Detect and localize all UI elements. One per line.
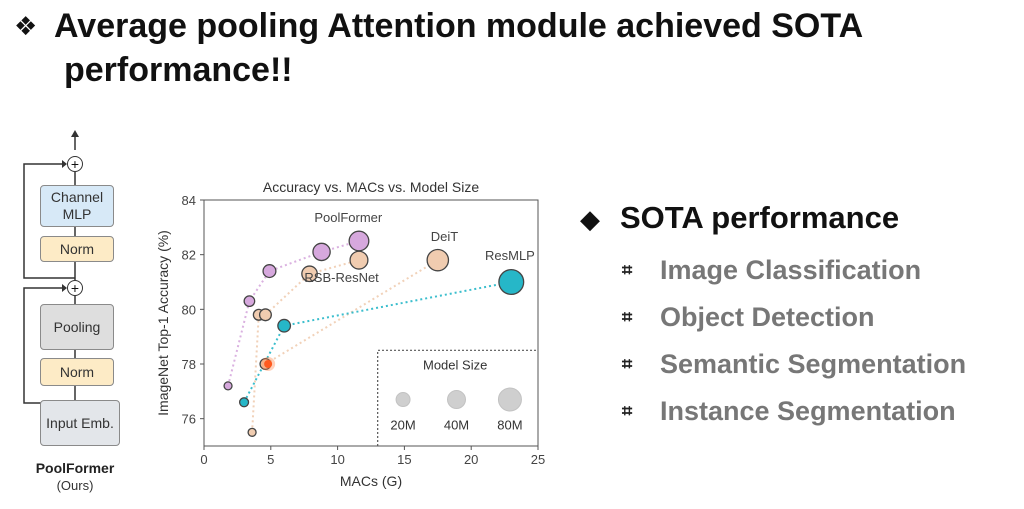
x-tick-label: 25 bbox=[531, 452, 545, 467]
arrow-up-icon bbox=[71, 130, 79, 137]
hash-bullet-icon: ⌗ bbox=[622, 354, 633, 374]
add-icon: + bbox=[67, 280, 83, 296]
title-line-2: performance!! bbox=[64, 51, 293, 89]
slide-title: ❖ Average pooling Attention module achiev… bbox=[14, 4, 1014, 92]
data-point bbox=[238, 397, 250, 408]
data-point bbox=[498, 268, 525, 296]
legend-size-marker bbox=[395, 392, 411, 408]
series-label: ResMLP bbox=[485, 248, 535, 263]
plot-frame bbox=[203, 199, 539, 447]
x-tick-label: 20 bbox=[464, 452, 478, 467]
add-icon: + bbox=[67, 156, 83, 172]
title-line-1: Average pooling Attention module achieve… bbox=[54, 7, 864, 45]
y-tick-label: 84 bbox=[182, 193, 196, 208]
hash-bullet-icon: ⌗ bbox=[622, 401, 633, 421]
data-point bbox=[247, 427, 257, 437]
data-point bbox=[243, 295, 256, 308]
y-axis-label: ImageNet Top-1 Accuracy (%) bbox=[155, 230, 171, 416]
highlight-point bbox=[264, 360, 273, 368]
series-label: RSB-ResNet bbox=[304, 270, 379, 285]
hash-bullet-icon: ⌗ bbox=[622, 260, 633, 280]
legend-size-label: 20M bbox=[390, 418, 415, 433]
data-point bbox=[258, 308, 272, 322]
data-point bbox=[277, 318, 292, 333]
architecture-name: PoolFormer bbox=[35, 460, 115, 476]
legend-size-label: 40M bbox=[444, 418, 469, 433]
data-point bbox=[223, 381, 233, 391]
norm-block-lower: Norm bbox=[40, 358, 114, 386]
data-point bbox=[426, 248, 450, 272]
poolformer-architecture-diagram: + Channel MLP Norm + Pooling Norm Input … bbox=[0, 128, 150, 504]
x-tick-label: 10 bbox=[330, 452, 344, 467]
x-tick-label: 0 bbox=[200, 452, 207, 467]
task-list: ⌗ Image Classification ⌗ Object Detection … bbox=[580, 247, 1020, 435]
y-tick-label: 76 bbox=[182, 412, 196, 427]
y-tick-label: 82 bbox=[182, 248, 196, 263]
hash-bullet-icon: ⌗ bbox=[622, 307, 633, 327]
sota-heading: ◆ SOTA performance bbox=[580, 194, 1020, 243]
list-item: ⌗ Instance Segmentation bbox=[622, 388, 1020, 435]
x-tick-label: 5 bbox=[267, 452, 274, 467]
series-label: PoolFormer bbox=[314, 210, 383, 225]
x-axis-label: MACs (G) bbox=[340, 473, 402, 489]
legend-size-marker bbox=[447, 390, 467, 410]
accuracy-vs-macs-chart: Accuracy vs. MACs vs. Model Size 0 5 10 15 20… bbox=[150, 172, 550, 504]
input-embedding-block: Input Emb. bbox=[40, 400, 120, 446]
norm-block-upper: Norm bbox=[40, 236, 114, 262]
chart-canvas: Accuracy vs. MACs vs. Model Size 0 5 10 15 20… bbox=[155, 179, 545, 489]
data-point bbox=[262, 264, 277, 279]
series-label: DeiT bbox=[431, 229, 459, 244]
chart-title: Accuracy vs. MACs vs. Model Size bbox=[263, 179, 479, 195]
data-point bbox=[348, 230, 370, 252]
data-point bbox=[301, 265, 318, 283]
sota-panel: ◆ SOTA performance ⌗ Image Classification … bbox=[580, 194, 1020, 435]
list-item: ⌗ Semantic Segmentation bbox=[622, 341, 1020, 388]
legend-size-label: 80M bbox=[497, 418, 522, 433]
data-point bbox=[312, 242, 331, 262]
diamond-icon: ◆ bbox=[580, 204, 600, 234]
diamond-bullet-icon: ❖ bbox=[14, 11, 38, 41]
sota-heading-text: SOTA performance bbox=[620, 200, 900, 235]
data-point bbox=[349, 250, 369, 270]
list-item: ⌗ Object Detection bbox=[622, 294, 1020, 341]
list-item: ⌗ Image Classification bbox=[622, 247, 1020, 294]
legend-size-marker bbox=[497, 387, 522, 412]
series-connector bbox=[251, 259, 360, 433]
legend-title: Model Size bbox=[423, 357, 487, 372]
series-connector bbox=[227, 240, 360, 387]
channel-mlp-block: Channel MLP bbox=[40, 185, 114, 227]
y-tick-label: 78 bbox=[182, 357, 196, 372]
x-tick-label: 15 bbox=[397, 452, 411, 467]
pooling-block: Pooling bbox=[40, 304, 114, 350]
architecture-subtitle: (Ours) bbox=[56, 478, 94, 493]
y-tick-label: 80 bbox=[182, 302, 196, 317]
